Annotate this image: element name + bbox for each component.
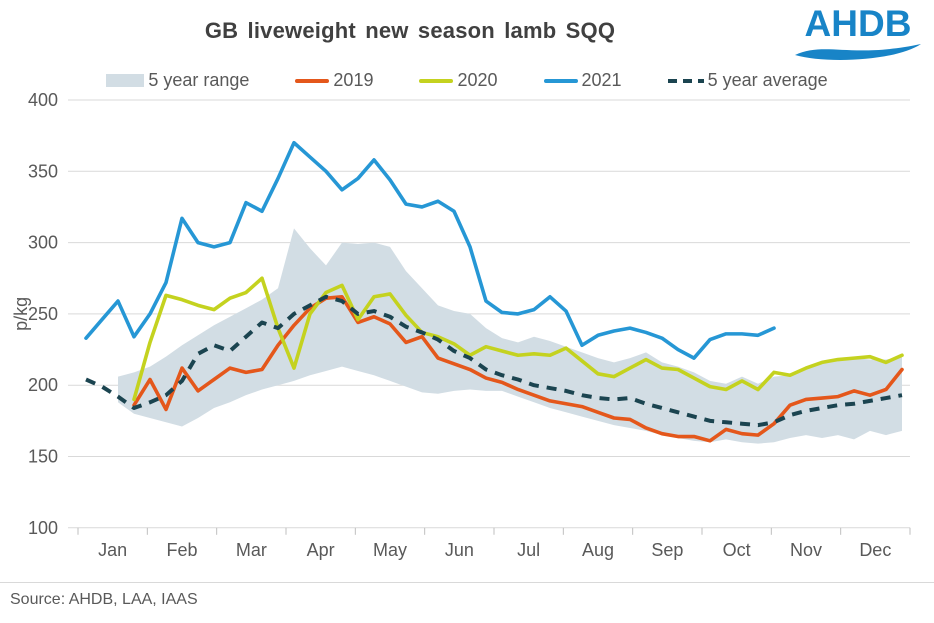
legend-label-5-year-range: 5 year range: [148, 70, 250, 90]
source-text: Source: AHDB, LAA, IAAS: [10, 591, 198, 608]
x-axis-month-label: Jan: [98, 540, 127, 560]
ahdb-logo-swoosh-icon: [795, 44, 921, 60]
y-axis-tick-label: 400: [28, 90, 58, 110]
x-axis-month-label: Feb: [166, 540, 197, 560]
x-axis-month-label: Aug: [582, 540, 614, 560]
legend-item-2020: 2020: [419, 70, 498, 91]
plot-svg: 100 150 200 250 300 350 400 Jan Feb Mar Apr May Jun J…: [11, 90, 911, 560]
legend-swatch-2019: [295, 78, 330, 83]
series-line-2021: [84, 140, 776, 360]
y-axis-tick-label: 250: [28, 304, 58, 324]
chart-title: GB liveweight new season lamb SQQ: [204, 18, 616, 43]
chart-legend: 5 year range 2019 2020 2021 5 year average: [0, 70, 934, 91]
footer-divider: Source: AHDB, LAA, IAAS: [0, 582, 934, 609]
ahdb-logo-text: AHDB: [804, 3, 912, 44]
x-axis-month-label: Jul: [517, 540, 540, 560]
x-axis-month-label: Oct: [723, 540, 751, 560]
series-band-5-year-range: [118, 228, 902, 444]
legend-item-2019: 2019: [295, 70, 373, 91]
x-axis-month-label: May: [373, 540, 407, 560]
legend-swatch-5-year-average: [667, 78, 704, 83]
legend-item-2021: 2021: [543, 70, 622, 91]
y-axis-tick-label: 350: [28, 161, 58, 181]
y-axis-tick-label: 150: [28, 447, 58, 467]
x-axis-month-label: Sep: [651, 540, 683, 560]
series-line-2019: [132, 294, 904, 443]
x-axis-month-label: Mar: [236, 540, 267, 560]
legend-swatch-2020: [419, 78, 454, 83]
ahdb-logo: AHDB: [792, 3, 924, 64]
legend-swatch-5-year-range: [106, 74, 145, 87]
legend-swatch-2021: [543, 78, 578, 83]
legend-label-2020: 2020: [457, 70, 498, 90]
legend-label-2021: 2021: [581, 70, 622, 90]
x-axis-month-label: Dec: [859, 540, 891, 560]
y-axis-tick-label: 300: [28, 233, 58, 253]
x-axis-month-label: Nov: [790, 540, 822, 560]
y-axis-title: p/kg: [11, 297, 31, 331]
x-axis-month-label: Jun: [445, 540, 474, 560]
legend-item-5-year-range: 5 year range: [106, 70, 249, 91]
x-axis-month-label: Apr: [307, 540, 335, 560]
y-axis-tick-label: 100: [28, 518, 58, 538]
legend-item-5-year-average: 5 year average: [667, 70, 828, 91]
series-line-5-year-average: [85, 294, 903, 428]
y-axis-tick-label: 200: [28, 375, 58, 395]
legend-label-2019: 2019: [333, 70, 374, 90]
series-line-2020: [132, 276, 904, 402]
legend-label-5-year-average: 5 year average: [707, 70, 828, 90]
